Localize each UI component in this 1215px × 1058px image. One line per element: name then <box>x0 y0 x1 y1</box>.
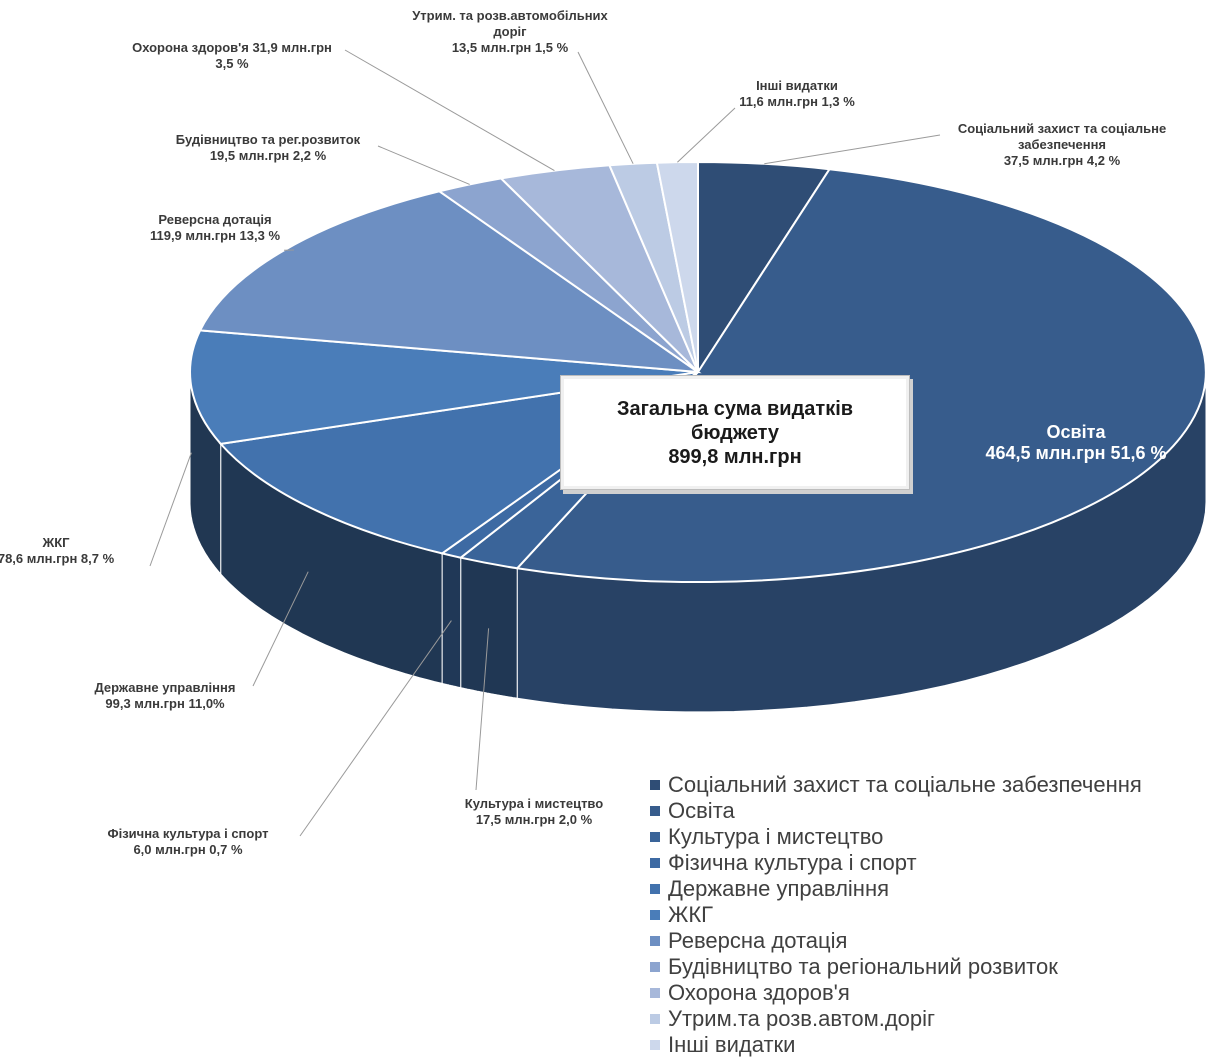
slice-label-line: ЖКГ <box>41 535 70 550</box>
slice-label-line: Реверсна дотація <box>158 212 271 227</box>
legend-swatch <box>650 806 660 816</box>
slice-label-line: 3,5 % <box>215 56 249 71</box>
legend-label: Будівництво та регіональний розвиток <box>668 954 1058 980</box>
legend-label: Освіта <box>668 798 735 824</box>
legend-item: Інші видатки <box>650 1032 1142 1058</box>
legend-label: Соціальний захист та соціальне забезпече… <box>668 772 1142 798</box>
legend-label: Державне управління <box>668 876 889 902</box>
legend-label: Культура і мистецтво <box>668 824 883 850</box>
slice-label-line: 119,9 млн.грн 13,3 % <box>150 228 280 243</box>
total-summary-box: Загальна сума видатків бюджету 899,8 млн… <box>560 375 910 490</box>
total-title-line1: Загальна сума видатків <box>617 397 853 421</box>
legend-item: Культура і мистецтво <box>650 824 1142 850</box>
legend-swatch <box>650 884 660 894</box>
legend-label: Утрим.та розв.автом.доріг <box>668 1006 935 1032</box>
slice-label-line: Охорона здоров'я 31,9 млн.грн <box>132 40 332 55</box>
legend-item: Утрим.та розв.автом.доріг <box>650 1006 1142 1032</box>
slice-label-line: 13,5 млн.грн 1,5 % <box>452 40 569 55</box>
slice-label-line: забезпечення <box>1018 137 1106 152</box>
slice-label-line: 19,5 млн.грн 2,2 % <box>210 148 327 163</box>
total-title-line2: бюджету <box>691 421 779 445</box>
leader-line-10 <box>677 108 735 162</box>
legend-item: Охорона здоров'я <box>650 980 1142 1006</box>
slice-label-line: Освіта <box>1047 422 1107 442</box>
legend-item: Фізична культура і спорт <box>650 850 1142 876</box>
legend-swatch <box>650 1040 660 1050</box>
slice-side-2 <box>461 558 518 699</box>
legend-swatch <box>650 832 660 842</box>
leader-line-9 <box>578 52 633 164</box>
legend: Соціальний захист та соціальне забезпече… <box>650 772 1142 1058</box>
legend-item: ЖКГ <box>650 902 1142 928</box>
legend-label: Охорона здоров'я <box>668 980 850 1006</box>
slice-label-line: Утрим. та розв.автомобільних <box>412 8 608 23</box>
slice-label-line: Інші видатки <box>756 78 838 93</box>
legend-item: Будівництво та регіональний розвиток <box>650 954 1142 980</box>
legend-swatch <box>650 910 660 920</box>
legend-swatch <box>650 936 660 946</box>
slice-label-line: Фізична культура і спорт <box>108 826 269 841</box>
legend-label: Фізична культура і спорт <box>668 850 917 876</box>
slice-label-line: 11,6 млн.грн 1,3 % <box>739 94 855 109</box>
legend-label: Інші видатки <box>668 1032 795 1058</box>
slice-label-line: 17,5 млн.грн 2,0 % <box>476 812 593 827</box>
legend-item: Соціальний захист та соціальне забезпече… <box>650 772 1142 798</box>
legend-swatch <box>650 1014 660 1024</box>
slice-label-line: 99,3 млн.грн 11,0% <box>105 696 225 711</box>
slice-side-3 <box>442 553 461 687</box>
legend-label: ЖКГ <box>668 902 713 928</box>
slice-label-line: Державне управління <box>95 680 236 695</box>
total-value: 899,8 млн.грн <box>668 445 801 469</box>
legend-item: Державне управління <box>650 876 1142 902</box>
leader-line-8 <box>345 50 554 171</box>
slice-label-line: 37,5 млн.грн 4,2 % <box>1004 153 1121 168</box>
legend-swatch <box>650 988 660 998</box>
slice-label-line: 6,0 млн.грн 0,7 % <box>133 842 243 857</box>
leader-line-0 <box>764 135 940 164</box>
slice-label-line: Соціальний захист та соціальне <box>958 121 1166 136</box>
leader-line-7 <box>378 146 470 184</box>
legend-swatch <box>650 962 660 972</box>
slice-label-line: 78,6 млн.грн 8,7 % <box>0 551 115 566</box>
slice-label-line: 464,5 млн.грн 51,6 % <box>985 443 1166 463</box>
legend-swatch <box>650 780 660 790</box>
slice-label-line: доріг <box>493 24 527 39</box>
legend-swatch <box>650 858 660 868</box>
legend-item: Реверсна дотація <box>650 928 1142 954</box>
pie-top <box>190 162 1206 582</box>
legend-item: Освіта <box>650 798 1142 824</box>
slice-label-line: Будівництво та рег.розвиток <box>176 132 361 147</box>
legend-label: Реверсна дотація <box>668 928 847 954</box>
slice-label-line: Культура і мистецтво <box>465 796 603 811</box>
leader-line-5 <box>150 453 191 566</box>
